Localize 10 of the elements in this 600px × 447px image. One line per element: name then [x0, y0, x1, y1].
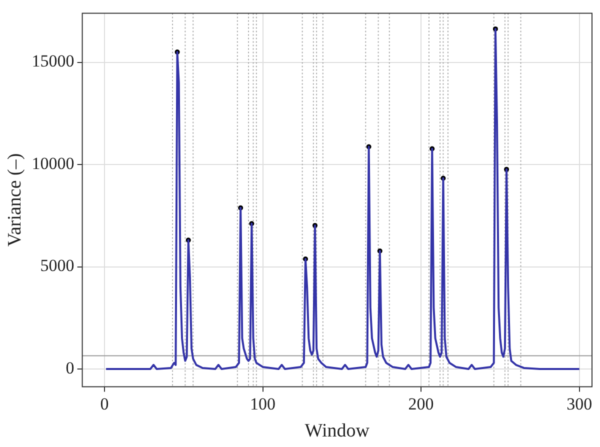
y-tick-label: 10000: [32, 154, 74, 173]
y-axis-title: Variance (–): [4, 153, 26, 247]
x-tick-label: 100: [250, 394, 276, 414]
y-tick-label: 15000: [32, 52, 74, 71]
x-tick-label: 300: [566, 394, 592, 414]
y-tick-label: 5000: [40, 256, 74, 276]
y-tick-label: 0: [66, 358, 74, 378]
x-tick-label: 200: [408, 394, 434, 414]
x-axis-title: Window: [304, 420, 370, 442]
x-tick-label: 0: [100, 394, 109, 414]
